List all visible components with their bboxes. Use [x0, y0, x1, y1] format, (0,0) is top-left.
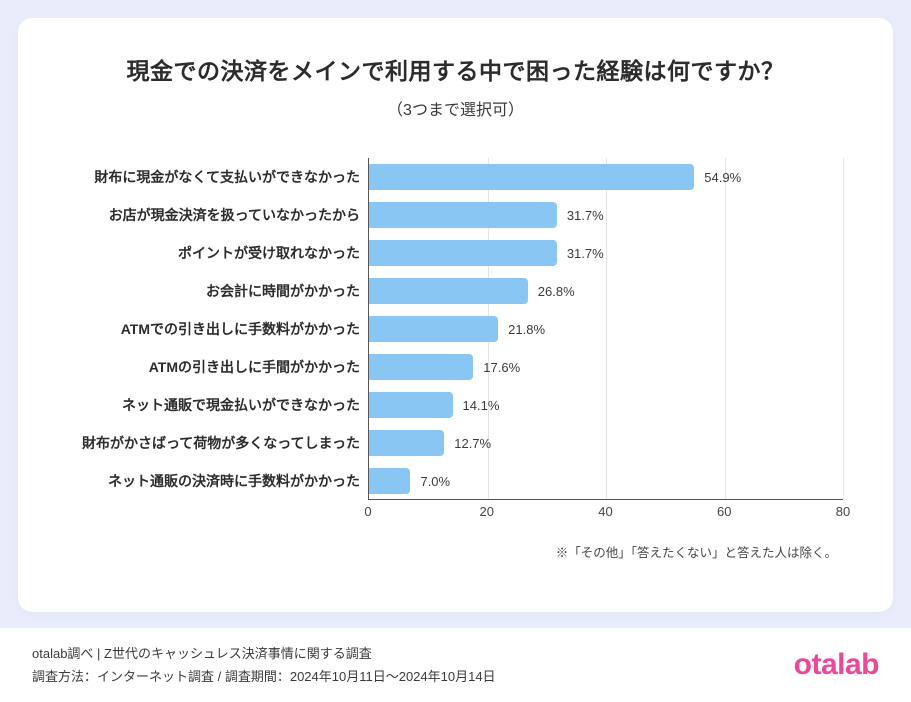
bar-label: お会計に時間がかかった	[78, 272, 368, 310]
bar-value: 31.7%	[567, 208, 604, 223]
bar	[369, 430, 444, 456]
bar	[369, 468, 410, 494]
x-tick: 60	[717, 504, 731, 519]
bar-value: 54.9%	[704, 170, 741, 185]
chart-area: 財布に現金がなくて支払いができなかったお店が現金決済を扱っていなかったからポイン…	[78, 158, 843, 522]
bar	[369, 164, 694, 190]
x-tick: 0	[364, 504, 371, 519]
bar-label: 財布がかさばって荷物が多くなってしまった	[78, 424, 368, 462]
bar-row: 17.6%	[369, 348, 843, 386]
bar-row: 26.8%	[369, 272, 843, 310]
chart-title: 現金での決済をメインで利用する中で困った経験は何ですか？	[68, 52, 843, 86]
bar	[369, 278, 528, 304]
footer-line1: otalab調べ | Z世代のキャッシュレス決済事情に関する調査	[32, 642, 496, 665]
chart-footnote: ※「その他」「答えたくない」と答えた人は除く。	[68, 542, 837, 561]
plot-column: 54.9% 31.7% 31.7% 26.8% 21.8% 17.6% 14.1% 12.7%…	[368, 158, 843, 522]
bar	[369, 316, 498, 342]
bar	[369, 392, 453, 418]
bar	[369, 240, 557, 266]
bar-row: 12.7%	[369, 424, 843, 462]
chart-subtitle: （3つまで選択可）	[68, 96, 843, 120]
bar-row: 31.7%	[369, 196, 843, 234]
bar-label: 財布に現金がなくて支払いができなかった	[78, 158, 368, 196]
bar	[369, 354, 473, 380]
bar-row: 31.7%	[369, 234, 843, 272]
footer-line2: 調査方法：インターネット調査 / 調査期間：2024年10月11日〜2024年1…	[32, 665, 496, 688]
bar-value: 14.1%	[463, 398, 500, 413]
bar-value: 12.7%	[454, 436, 491, 451]
x-tick: 40	[598, 504, 612, 519]
x-axis-ticks: 020406080	[368, 500, 843, 522]
bar-value: 21.8%	[508, 322, 545, 337]
logo-text: otalab	[794, 648, 879, 681]
bar-row: 14.1%	[369, 386, 843, 424]
bar	[369, 202, 557, 228]
bar-value: 26.8%	[538, 284, 575, 299]
bar-row: 21.8%	[369, 310, 843, 348]
y-axis-labels: 財布に現金がなくて支払いができなかったお店が現金決済を扱っていなかったからポイン…	[78, 158, 368, 522]
bar-label: ネット通販の決済時に手数料がかかった	[78, 462, 368, 500]
bar-label: ATMの引き出しに手間がかかった	[78, 348, 368, 386]
bar-value: 17.6%	[483, 360, 520, 375]
bar-value: 7.0%	[420, 474, 450, 489]
bar-label: ATMでの引き出しに手数料がかかった	[78, 310, 368, 348]
bar-row: 7.0%	[369, 462, 843, 500]
bar-label: ネット通販で現金払いができなかった	[78, 386, 368, 424]
footer-text: otalab調べ | Z世代のキャッシュレス決済事情に関する調査 調査方法：イン…	[32, 642, 496, 689]
grid-line	[843, 158, 844, 499]
x-tick: 80	[836, 504, 850, 519]
bar-label: ポイントが受け取れなかった	[78, 234, 368, 272]
bar-row: 54.9%	[369, 158, 843, 196]
chart-card: 現金での決済をメインで利用する中で困った経験は何ですか？ （3つまで選択可） 財…	[18, 18, 893, 612]
bar-label: お店が現金決済を扱っていなかったから	[78, 196, 368, 234]
x-tick: 20	[480, 504, 494, 519]
plot-area: 54.9% 31.7% 31.7% 26.8% 21.8% 17.6% 14.1% 12.7%…	[368, 158, 843, 500]
brand-logo: otalab	[794, 648, 879, 682]
bar-value: 31.7%	[567, 246, 604, 261]
footer-bar: otalab調べ | Z世代のキャッシュレス決済事情に関する調査 調査方法：イン…	[0, 628, 911, 702]
